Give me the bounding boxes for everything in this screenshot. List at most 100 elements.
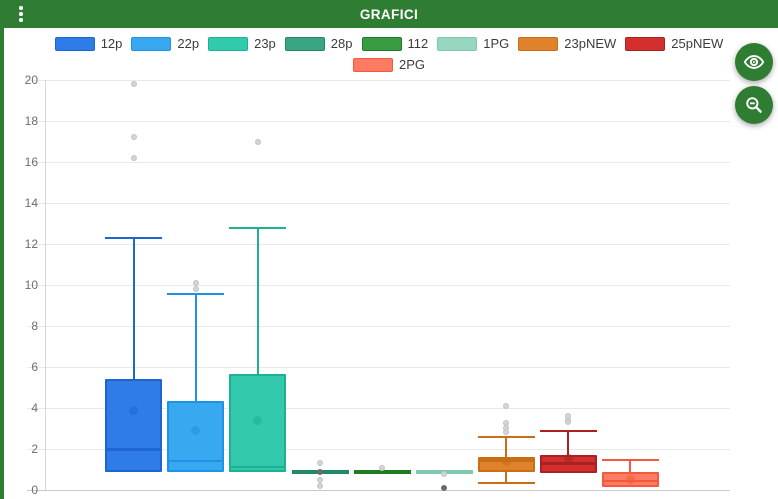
zoom-out-button[interactable] xyxy=(735,86,773,124)
y-tick-label: 20 xyxy=(24,73,38,87)
gridline xyxy=(27,326,730,327)
zoom-out-icon xyxy=(743,94,765,116)
legend-item-2PG[interactable]: 2PG xyxy=(352,57,425,72)
gridline xyxy=(27,80,730,81)
y-tick-label: 4 xyxy=(31,401,38,415)
legend-label: 112 xyxy=(407,36,429,51)
y-tick-label: 12 xyxy=(24,237,38,251)
y-tick-label: 18 xyxy=(24,114,38,128)
legend-item-112[interactable]: 112 xyxy=(361,36,429,51)
outlier-dot xyxy=(192,286,199,293)
outlier-dot xyxy=(254,138,261,145)
gridline xyxy=(27,203,730,204)
mean-dot xyxy=(501,456,511,466)
whisker-cap-high xyxy=(229,226,287,229)
legend-swatch-2PG xyxy=(352,57,393,72)
outlier-dot xyxy=(130,81,137,88)
mean-dot xyxy=(253,415,263,425)
gridline xyxy=(27,121,730,122)
legend-label: 23pNEW xyxy=(564,36,617,51)
y-tick-label: 2 xyxy=(31,442,38,456)
whisker-line xyxy=(194,294,197,401)
mean-dot xyxy=(129,405,139,415)
gridline xyxy=(27,449,730,450)
plot-area[interactable] xyxy=(45,80,730,492)
y-tick-label: 10 xyxy=(24,278,38,292)
page-title: GRAFICI xyxy=(359,6,419,22)
outlier-dot xyxy=(503,402,510,409)
toggle-visibility-button[interactable] xyxy=(735,43,773,81)
legend-item-12p[interactable]: 12p xyxy=(54,36,123,51)
whisker-line xyxy=(132,237,135,380)
eye-icon xyxy=(743,51,765,73)
outlier-dot xyxy=(441,471,448,478)
legend-item-23p[interactable]: 23p xyxy=(208,36,276,51)
mean-dot xyxy=(625,474,635,484)
gridline xyxy=(27,285,730,286)
outlier-dot xyxy=(317,476,323,483)
header-bar: GRAFICI xyxy=(0,0,778,28)
y-tick-label: 14 xyxy=(24,196,38,210)
outlier-dot xyxy=(565,419,572,426)
box-12p xyxy=(105,379,163,472)
legend-swatch-22p xyxy=(131,36,172,51)
y-tick-label: 6 xyxy=(31,360,38,374)
legend-item-28p[interactable]: 28p xyxy=(284,36,353,51)
outlier-dot xyxy=(317,460,323,467)
legend-swatch-1PG xyxy=(437,36,478,51)
whisker-cap-high xyxy=(105,236,163,239)
gridline xyxy=(27,244,730,245)
whisker-line xyxy=(505,472,508,484)
legend-item-1PG[interactable]: 1PG xyxy=(437,36,509,51)
outlier-dot xyxy=(317,468,323,475)
mean-dot xyxy=(191,426,201,436)
outlier-dot xyxy=(192,279,199,286)
y-tick-label: 16 xyxy=(24,155,38,169)
outlier-dot xyxy=(379,465,386,472)
outlier-dot xyxy=(130,154,137,161)
legend-swatch-23pNEW xyxy=(518,36,559,51)
box-collapsed-112 xyxy=(353,469,411,474)
whisker-cap-high xyxy=(601,458,659,461)
legend-item-25pNEW[interactable]: 25pNEW xyxy=(625,36,723,51)
chart-legend-row-1: 12p 22p 23p 28p 112 1PG 23pNEW 25pNEW xyxy=(4,36,774,51)
legend-swatch-12p xyxy=(54,36,95,51)
legend-label: 25pNEW xyxy=(671,36,724,51)
median-line xyxy=(229,465,287,469)
outlier-dot xyxy=(317,482,323,489)
gridline xyxy=(27,408,730,409)
median-line xyxy=(539,462,597,465)
chart-legend-row-2: 2PG xyxy=(4,57,774,72)
legend-swatch-23p xyxy=(208,36,249,51)
legend-item-23pNEW[interactable]: 23pNEW xyxy=(518,36,616,51)
legend-label: 23p xyxy=(254,36,276,51)
whisker-line xyxy=(505,437,508,457)
median-line xyxy=(167,459,225,463)
outlier-dot xyxy=(441,485,448,492)
whisker-line xyxy=(256,227,259,374)
y-tick-label: 8 xyxy=(31,319,38,333)
kebab-menu-icon[interactable] xyxy=(12,2,30,26)
median-line xyxy=(105,448,163,451)
y-axis-line xyxy=(45,80,46,490)
whisker-cap-high xyxy=(539,429,597,432)
legend-swatch-28p xyxy=(284,36,325,51)
legend-label: 12p xyxy=(100,36,123,51)
chart-grid xyxy=(27,80,730,491)
outlier-dot xyxy=(130,134,137,141)
gridline xyxy=(27,367,730,368)
legend-swatch-25pNEW xyxy=(625,36,666,51)
left-edge-strip xyxy=(0,28,4,499)
outlier-dot xyxy=(503,428,510,435)
legend-label: 2PG xyxy=(398,57,425,72)
legend-label: 1PG xyxy=(483,36,510,51)
legend-label: 22p xyxy=(177,36,200,51)
mean-dot xyxy=(563,453,573,463)
legend-item-22p[interactable]: 22p xyxy=(131,36,199,51)
legend-swatch-112 xyxy=(361,36,402,51)
whisker-cap-low xyxy=(477,482,535,485)
legend-label: 28p xyxy=(330,36,353,51)
whisker-line xyxy=(567,430,570,455)
whisker-line xyxy=(629,459,632,473)
